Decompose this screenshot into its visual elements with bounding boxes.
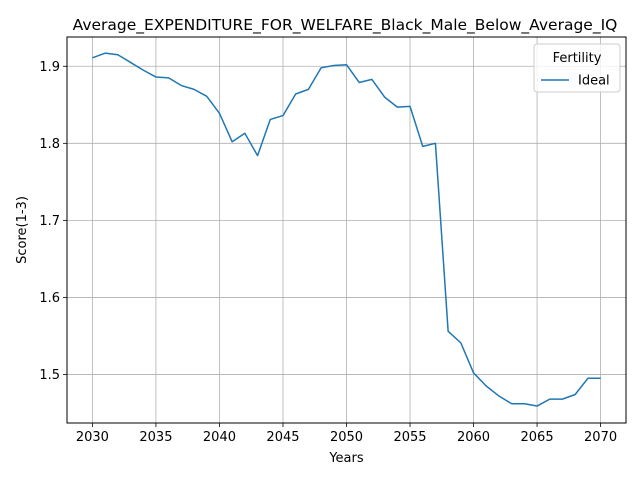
y-tick-label: 1.7 [39, 214, 60, 229]
x-tick-label: 2050 [330, 430, 363, 445]
x-tick-label: 2030 [76, 430, 109, 445]
x-tick-label: 2060 [457, 430, 490, 445]
x-tick-label: 2040 [203, 430, 236, 445]
y-tick-label: 1.9 [39, 60, 60, 75]
y-axis-label: Score(1-3) [15, 196, 30, 264]
chart-title: Average_EXPENDITURE_FOR_WELFARE_Black_Ma… [73, 16, 618, 35]
x-tick-label: 2065 [521, 430, 554, 445]
y-tick-label: 1.6 [39, 291, 60, 306]
x-tick-label: 2035 [139, 430, 172, 445]
x-tick-label: 2070 [584, 430, 617, 445]
x-tick-label: 2055 [393, 430, 426, 445]
legend: Fertility Ideal [534, 44, 620, 92]
legend-entry-ideal: Ideal [578, 74, 610, 89]
y-tick-label: 1.5 [39, 368, 60, 383]
y-tick-label: 1.8 [39, 137, 60, 152]
legend-title: Fertility [553, 51, 602, 66]
x-axis-label: Years [328, 451, 364, 466]
x-tick-label: 2045 [266, 430, 299, 445]
